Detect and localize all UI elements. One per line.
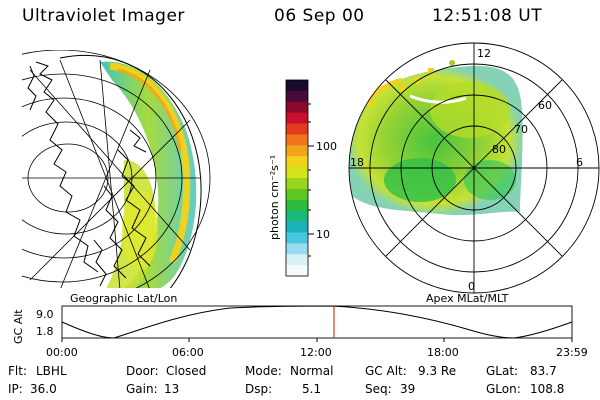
timeline-xtick-2359: 23:59 xyxy=(556,346,588,359)
door-value: Closed xyxy=(166,364,207,378)
colorbar-tick-100: 100 xyxy=(316,140,337,153)
seq-value: 39 xyxy=(400,382,416,396)
timeline-xtick-0000: 00:00 xyxy=(46,346,78,359)
earth-limb xyxy=(59,55,202,288)
filter-label: Flt: xyxy=(8,364,27,378)
ip-value: 36.0 xyxy=(30,382,57,396)
mlt-label-0: 0 xyxy=(468,280,475,293)
colorbar-swatch xyxy=(286,254,308,266)
colorbar-swatch xyxy=(286,123,308,136)
glon-label: GLon: xyxy=(486,382,521,396)
ip-label: IP: xyxy=(8,382,23,396)
filter-value: LBHL xyxy=(36,364,67,378)
colorbar-swatch xyxy=(286,156,308,168)
colorbar-unit-label: photon cm⁻²s⁻¹ xyxy=(268,155,281,240)
aurora-bright-arc xyxy=(109,62,191,264)
mlt-label-12: 12 xyxy=(477,47,491,60)
gcalt-value: 9.3 Re xyxy=(418,364,457,378)
geographic-caption: Geographic Lat/Lon xyxy=(70,292,177,305)
timeline-ytick-1.8: 1.8 xyxy=(36,325,54,338)
gain-label: Gain: xyxy=(126,382,158,396)
timeline-xtick-0600: 06:00 xyxy=(172,346,204,359)
colorbar-swatch xyxy=(286,243,308,255)
instrument-title: Ultraviolet Imager xyxy=(22,6,185,26)
colorbar-swatch xyxy=(286,178,308,190)
lat-label-60: 60 xyxy=(538,99,552,112)
timeline-xtick-1200: 12:00 xyxy=(300,346,332,359)
timeline-xtick-1800: 18:00 xyxy=(427,346,459,359)
colorbar-swatch xyxy=(286,167,308,179)
colorbar-swatch xyxy=(286,210,308,223)
coastlines xyxy=(27,61,151,287)
mlt-label-18: 18 xyxy=(350,156,364,169)
colorbar-tick-10: 10 xyxy=(316,228,330,241)
mlt-label-6: 6 xyxy=(576,156,583,169)
colorbar-swatch xyxy=(286,199,308,212)
lat-label-70: 70 xyxy=(514,123,528,136)
gcalt-label: GC Alt: xyxy=(365,364,407,378)
colorbar: 100 10 photon cm⁻²s⁻¹ xyxy=(268,79,337,277)
colorbar-swatch xyxy=(286,145,308,157)
longitude-grid xyxy=(22,59,200,288)
glon-value: 108.8 xyxy=(530,382,565,396)
dsp-label: Dsp: xyxy=(245,382,273,396)
timeline-ytick-9: 9.0 xyxy=(36,308,54,321)
colorbar-swatch xyxy=(286,112,308,125)
dsp-value: 5.1 xyxy=(302,382,322,396)
observation-time: 12:51:08 UT xyxy=(432,6,543,26)
orbit-timeline: 9.0 1.8 GC Alt 00:00 06:00 12:00 18:00 2… xyxy=(12,305,588,359)
colorbar-swatch xyxy=(286,221,308,234)
glat-label: GLat: xyxy=(486,364,519,378)
observation-date: 06 Sep 00 xyxy=(274,6,365,26)
lat-label-80: 80 xyxy=(492,143,506,156)
colorbar-swatch xyxy=(286,90,308,103)
colorbar-swatch xyxy=(286,188,308,201)
timeline-axis-title: GC Alt xyxy=(12,309,25,344)
polar-caption: Apex MLat/MLT xyxy=(426,292,509,305)
colorbar-swatch xyxy=(286,232,308,244)
orbit-altitude-curve xyxy=(61,305,573,339)
gain-value: 13 xyxy=(164,382,180,396)
colorbar-swatch xyxy=(286,80,308,92)
geographic-map xyxy=(22,50,211,288)
glat-value: 83.7 xyxy=(530,364,557,378)
door-label: Door: xyxy=(126,364,159,378)
mode-label: Mode: xyxy=(245,364,282,378)
polar-plot: 12 18 6 0 60 70 80 xyxy=(348,42,600,294)
seq-label: Seq: xyxy=(365,382,392,396)
colorbar-swatch xyxy=(286,265,308,277)
colorbar-swatch xyxy=(286,101,308,114)
colorbar-swatch xyxy=(286,134,308,146)
mode-value: Normal xyxy=(290,364,334,378)
